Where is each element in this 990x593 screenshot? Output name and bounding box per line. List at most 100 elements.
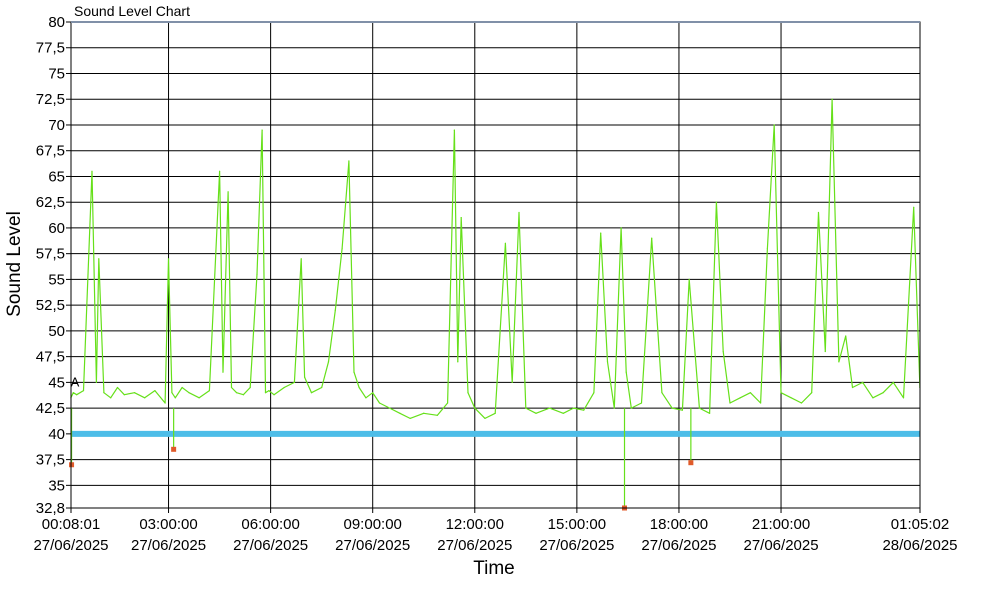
series-point xyxy=(467,392,469,394)
series-point xyxy=(625,371,627,373)
x-tick-time-label: 03:00:00 xyxy=(139,516,197,533)
x-axis-ticks: 00:08:01 27/06/2025 03:00:00 27/06/2025 06:0… xyxy=(33,508,958,554)
series-point xyxy=(892,381,894,383)
series-point xyxy=(154,390,156,392)
series-point xyxy=(511,381,513,383)
y-tick-label: 67,5 xyxy=(36,143,65,160)
y-tick-label: 32,8 xyxy=(36,500,65,517)
series-point xyxy=(913,206,915,208)
series-point xyxy=(824,350,826,353)
series-point xyxy=(261,129,263,131)
series-point xyxy=(436,414,438,416)
y-tick-label: 50 xyxy=(48,323,65,340)
series-point xyxy=(698,407,700,409)
series-point xyxy=(780,392,782,394)
series-point xyxy=(630,407,632,409)
x-tick-time-label: 06:00:00 xyxy=(241,516,299,533)
series-point xyxy=(460,217,462,219)
series-point xyxy=(525,407,527,409)
y-tick-label: 35 xyxy=(48,477,65,494)
series-point xyxy=(535,412,537,414)
x-tick-date-label: 28/06/2025 xyxy=(882,537,957,554)
series-point xyxy=(831,98,833,100)
series-point xyxy=(230,386,233,389)
series-point xyxy=(133,392,136,394)
series-point xyxy=(739,397,741,399)
series-point xyxy=(851,386,854,389)
series-point xyxy=(572,407,575,409)
series-point xyxy=(549,407,551,409)
series-point xyxy=(334,309,336,311)
series-point xyxy=(273,394,275,396)
series-point xyxy=(583,409,585,411)
series-point xyxy=(242,394,244,396)
x-tick-time-label: 15:00:00 xyxy=(548,516,606,533)
y-tick-label: 45 xyxy=(48,374,65,391)
series-point xyxy=(300,258,302,260)
series-point xyxy=(504,242,507,244)
series-point xyxy=(872,397,874,399)
series-point xyxy=(613,407,615,409)
series-group xyxy=(70,98,921,420)
series-point xyxy=(304,376,306,378)
x-tick-time-label: 09:00:00 xyxy=(344,516,402,533)
series-point xyxy=(902,397,905,399)
series-point xyxy=(82,390,85,392)
x-tick-time-label: 18:00:00 xyxy=(650,516,708,533)
series-point xyxy=(766,247,769,250)
series-point xyxy=(198,397,200,399)
series-point xyxy=(845,335,847,337)
x-axis-title: Time xyxy=(473,558,515,579)
x-tick-date-label: 27/06/2025 xyxy=(233,537,308,554)
series-point xyxy=(76,394,78,396)
series-point xyxy=(474,407,476,409)
outlier-marker xyxy=(171,446,177,452)
y-tick-label: 80 xyxy=(48,14,65,31)
series-point xyxy=(95,381,97,383)
series-point xyxy=(681,409,683,411)
series-point xyxy=(164,402,166,404)
series-point xyxy=(372,392,374,394)
x-tick-date-label: 27/06/2025 xyxy=(33,537,108,554)
series-point xyxy=(399,412,401,414)
series-point xyxy=(389,407,391,409)
series-point xyxy=(110,397,112,399)
series-point xyxy=(882,392,884,394)
series-point xyxy=(256,273,258,275)
x-tick-time-label: 00:08:01 xyxy=(42,516,100,533)
series-point xyxy=(293,381,296,383)
series-point xyxy=(446,402,449,404)
series-point xyxy=(708,412,711,414)
series-point xyxy=(729,402,731,404)
y-axis-title: Sound Level xyxy=(4,211,25,317)
series-point xyxy=(103,392,105,394)
series-point xyxy=(661,392,663,394)
y-tick-label: 72,5 xyxy=(36,91,65,108)
series-point xyxy=(144,397,146,399)
series-point xyxy=(123,394,125,396)
outlier-marker xyxy=(688,460,694,466)
x-tick-date-label: 27/06/2025 xyxy=(539,537,614,554)
series-point xyxy=(722,350,724,353)
series-point xyxy=(640,402,643,404)
series-point xyxy=(378,402,381,404)
y-tick-label: 65 xyxy=(48,168,65,185)
series-point xyxy=(171,392,173,394)
x-tick-time-label: 12:00:00 xyxy=(446,516,504,533)
series-point xyxy=(235,392,238,394)
y-tick-label: 57,5 xyxy=(36,246,65,263)
series-point xyxy=(409,417,411,420)
y-tick-label: 40 xyxy=(48,426,65,443)
grid-lines xyxy=(70,21,921,509)
series-point xyxy=(72,392,74,394)
x-tick-date-label: 27/06/2025 xyxy=(437,537,512,554)
y-axis-ticks: 80 77,5 75 72,5 70 67,5 65 62,5 60 57,5 55 52,5 50 47… xyxy=(36,14,71,517)
series-point xyxy=(457,361,459,363)
series-point xyxy=(321,386,323,389)
series-point xyxy=(790,397,792,399)
marker-label-a: A xyxy=(71,374,80,389)
series-point xyxy=(423,412,425,414)
